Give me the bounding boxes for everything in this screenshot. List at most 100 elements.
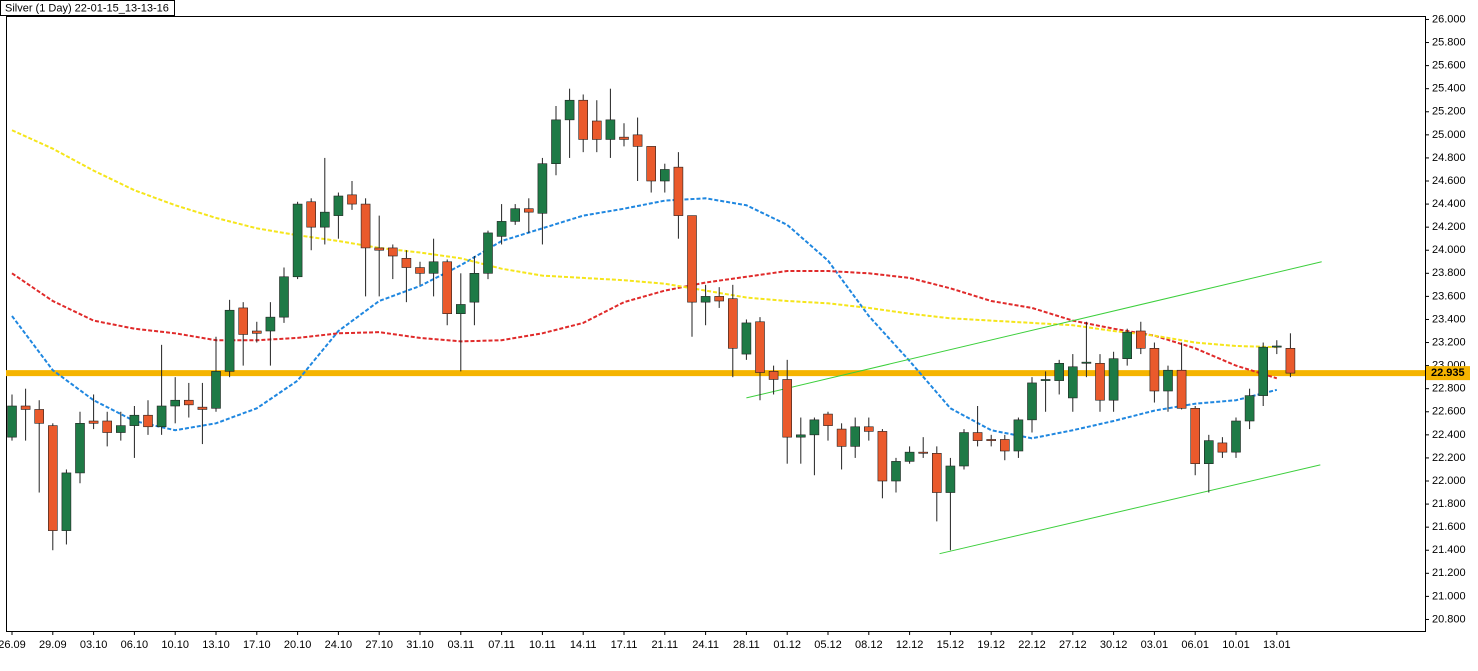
candle-body <box>265 316 276 332</box>
candle-body <box>755 321 765 373</box>
plot-frame <box>6 16 1426 632</box>
candle-body <box>646 146 657 182</box>
candle-body <box>34 409 45 424</box>
chart-title: Silver (1 Day) 22-01-15_13-13-16 <box>5 2 169 14</box>
y-tick-label: 22.200 <box>1432 452 1466 464</box>
candle-body <box>360 203 371 249</box>
y-tick-label: 23.800 <box>1432 267 1466 279</box>
candle-body <box>891 461 901 482</box>
candle-body <box>1136 330 1146 349</box>
candle-body <box>782 379 793 438</box>
candle-body <box>197 406 208 410</box>
candle-body <box>387 247 398 257</box>
x-tick-label: 10.11 <box>529 639 556 651</box>
y-tick-label: 22.000 <box>1432 475 1466 487</box>
candle-body <box>537 163 548 214</box>
x-tick-label: 31.10 <box>406 639 434 651</box>
moving-average <box>11 129 1277 349</box>
y-tick-label: 22.800 <box>1432 383 1466 395</box>
x-tick-label: 24.10 <box>325 639 353 651</box>
candle-body <box>483 232 493 274</box>
candle-body <box>184 399 194 406</box>
y-tick-label: 23.400 <box>1432 313 1466 325</box>
x-tick-label: 15.12 <box>937 639 965 651</box>
candle-body <box>75 423 85 474</box>
x-tick-label: 06.10 <box>121 639 149 651</box>
y-tick-label: 25.400 <box>1432 83 1466 95</box>
candle-body <box>401 258 412 268</box>
y-tick-label: 21.800 <box>1432 498 1466 510</box>
candle-body <box>836 428 847 447</box>
x-tick-label: 19.12 <box>977 639 1005 651</box>
trend-line <box>746 261 1322 399</box>
trend-line <box>939 464 1321 555</box>
candle-body <box>877 431 888 482</box>
candle-body <box>116 425 126 433</box>
candle-body <box>564 99 575 121</box>
candle-body <box>972 432 983 441</box>
y-tick-label: 22.600 <box>1432 406 1466 418</box>
y-tick-label: 21.000 <box>1432 590 1466 602</box>
candle-body <box>7 405 17 438</box>
candle-body <box>619 136 629 140</box>
y-tick-label: 25.000 <box>1432 129 1466 141</box>
candle-body <box>632 134 643 147</box>
candle-body <box>659 169 670 182</box>
candle-body <box>252 330 262 334</box>
candle-body <box>238 307 248 335</box>
moving-average <box>11 197 1278 440</box>
candle-body <box>863 426 874 432</box>
candle-body <box>143 414 153 428</box>
candle-body <box>428 261 439 274</box>
x-tick-label: 20.10 <box>284 639 312 651</box>
x-tick-label: 13.10 <box>202 639 230 651</box>
candle-body <box>279 276 289 318</box>
x-tick-label: 28.11 <box>733 639 760 651</box>
x-tick-label: 27.10 <box>365 639 393 651</box>
candle-body <box>1163 369 1173 392</box>
candle-body <box>510 208 521 222</box>
candle-body <box>768 371 779 380</box>
x-tick-label: 01.12 <box>773 639 801 651</box>
candle-body <box>156 405 167 428</box>
x-tick-label: 05.12 <box>814 639 842 651</box>
candle-body <box>415 267 425 274</box>
candle-body <box>823 413 833 426</box>
candle-body <box>496 221 507 237</box>
candle-body <box>1013 419 1024 452</box>
candle-body <box>1122 331 1132 359</box>
title-box <box>0 0 175 16</box>
moving-average <box>11 270 1278 380</box>
candle-body <box>292 203 303 278</box>
candle-body <box>319 211 330 228</box>
x-tick-label: 13.01 <box>1263 639 1291 651</box>
candle-body <box>986 439 997 441</box>
candle-body <box>1027 382 1037 421</box>
candle-body <box>741 322 752 355</box>
y-tick-label: 24.200 <box>1432 221 1466 233</box>
x-tick-label: 10.10 <box>161 639 189 651</box>
x-tick-label: 07.11 <box>488 639 515 651</box>
x-tick-label: 30.12 <box>1100 639 1128 651</box>
y-tick-label: 23.600 <box>1432 290 1466 302</box>
price-label-box <box>1426 366 1470 381</box>
candle-body <box>999 439 1010 452</box>
candle-body <box>20 405 31 410</box>
candle-body <box>1081 361 1092 364</box>
candle-body <box>1054 363 1064 381</box>
y-tick-label: 23.200 <box>1432 336 1466 348</box>
x-tick-label: 27.12 <box>1059 639 1087 651</box>
candle-body <box>469 273 480 303</box>
candle-body <box>1095 363 1105 401</box>
candle-body <box>129 414 140 426</box>
y-tick-label: 24.600 <box>1432 175 1466 187</box>
candle-body <box>1176 369 1187 409</box>
candle-body <box>918 451 929 454</box>
x-tick-label: 12.12 <box>896 639 924 651</box>
candle-body <box>1258 346 1268 396</box>
candle-body <box>1217 442 1228 453</box>
x-tick-label: 03.01 <box>1141 639 1169 651</box>
candle-body <box>1068 366 1078 399</box>
candle-body <box>1190 408 1200 464</box>
candle-body <box>605 119 616 140</box>
